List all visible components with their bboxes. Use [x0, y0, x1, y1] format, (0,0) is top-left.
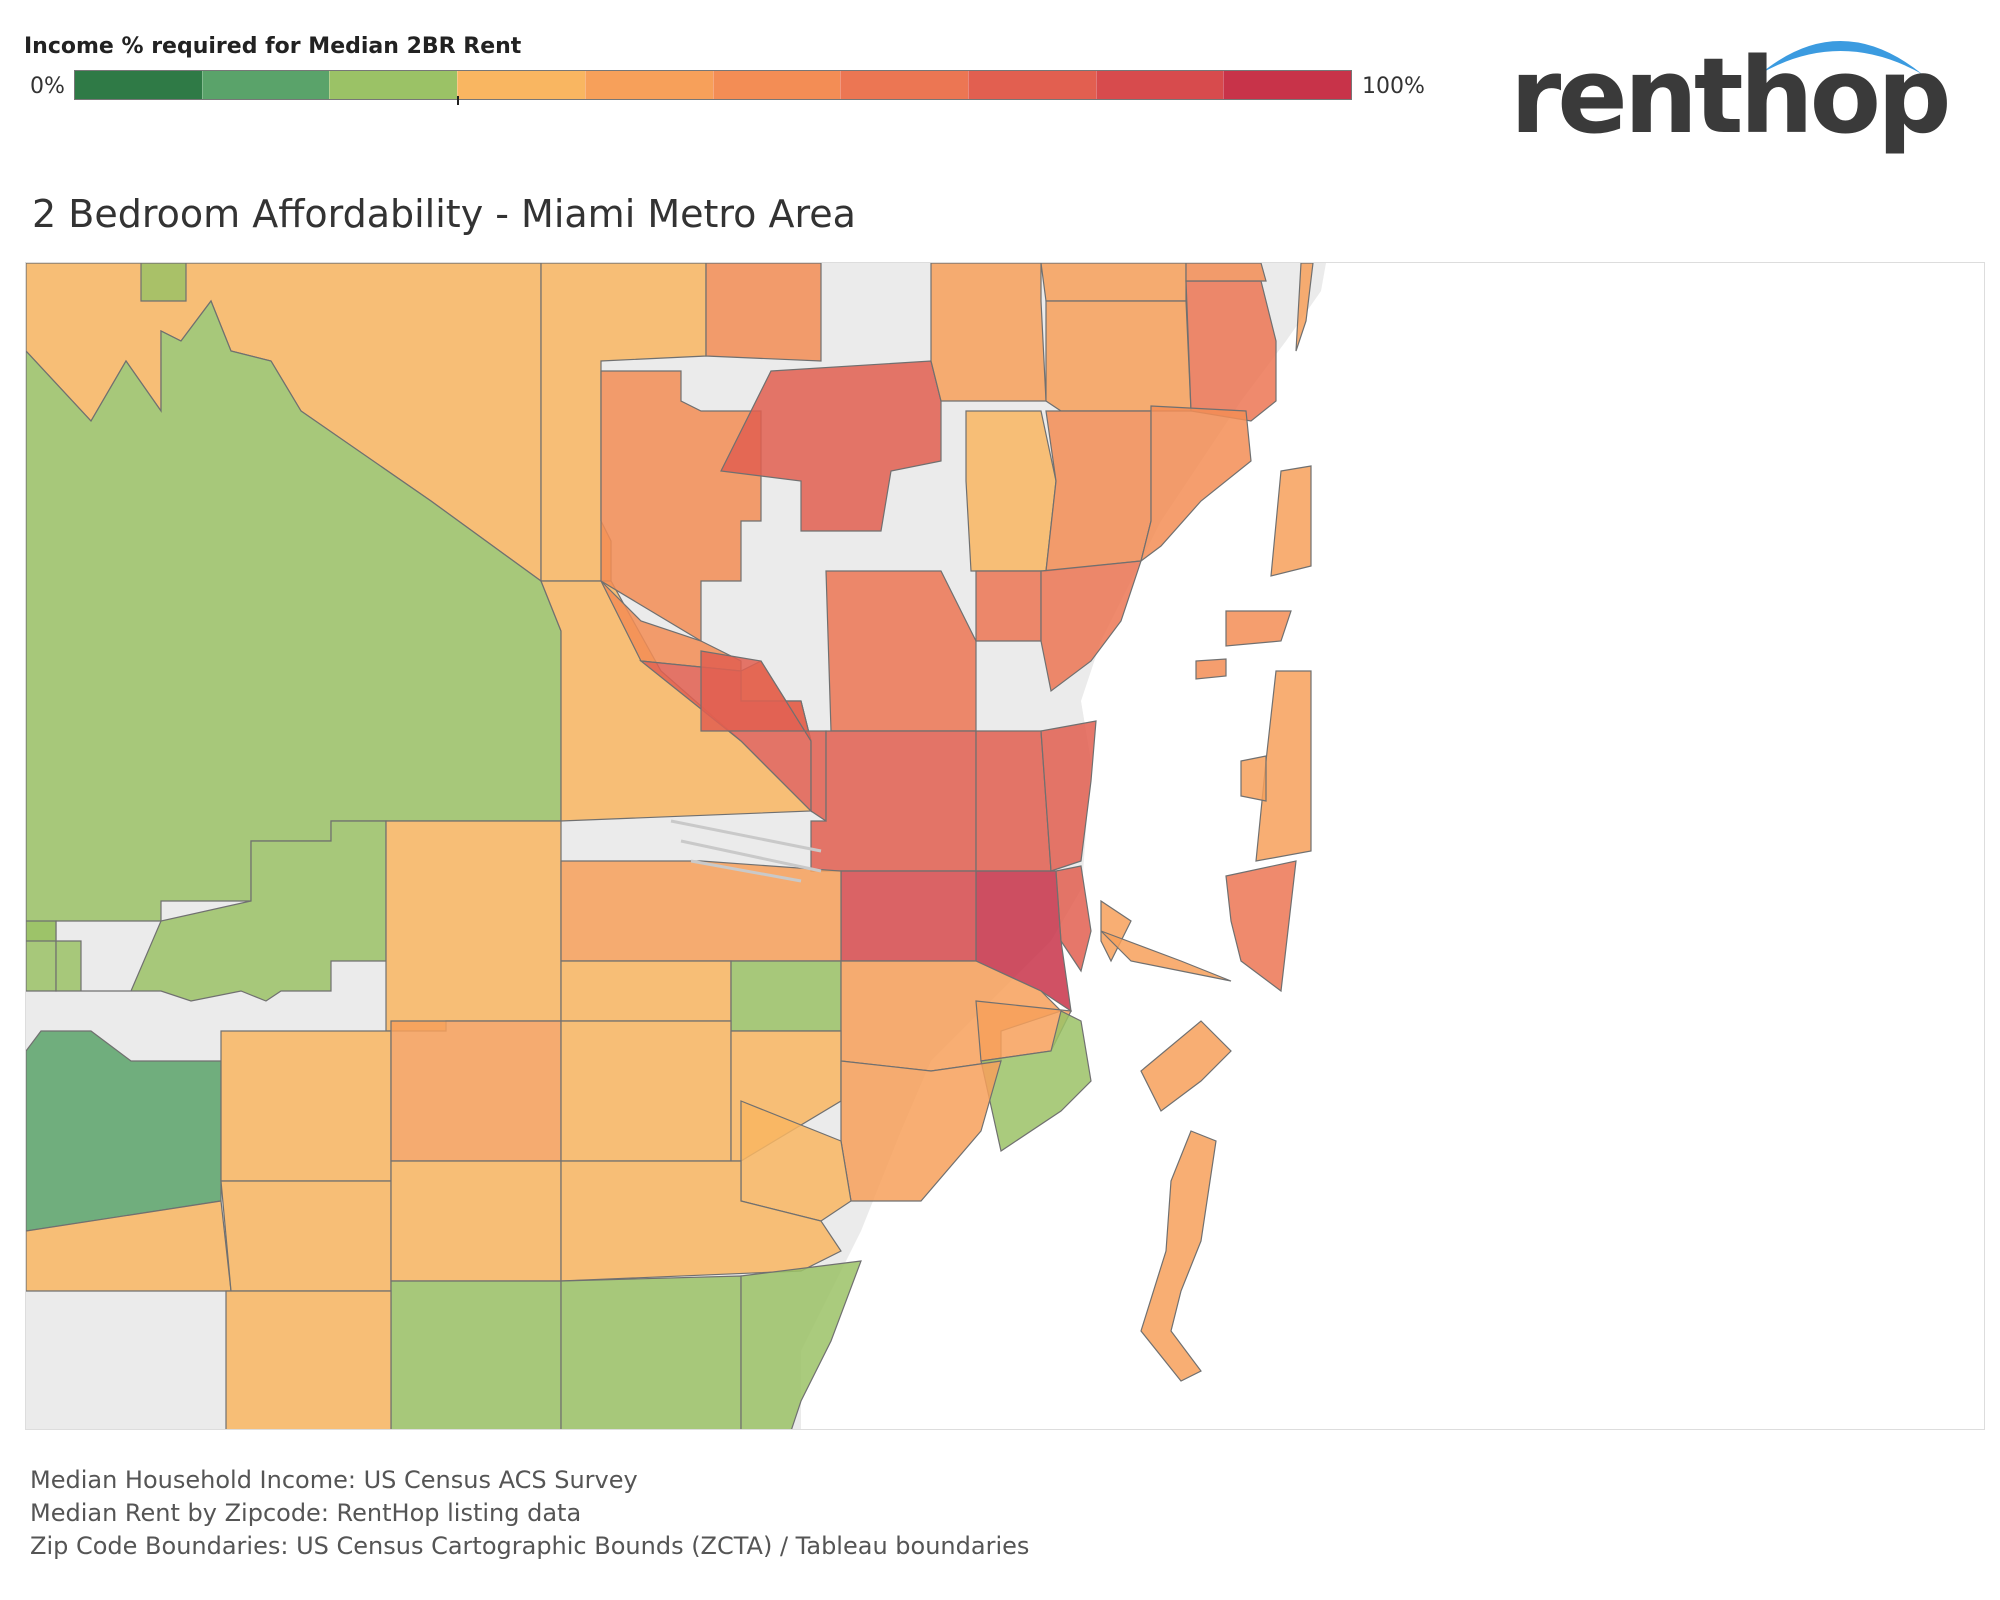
zip-region[interactable]: [26, 820, 387, 1002]
legend-tick: [457, 96, 459, 105]
zip-region[interactable]: [560, 860, 842, 962]
zip-region[interactable]: [705, 263, 822, 362]
source-line: Median Household Income: US Census ACS S…: [30, 1466, 638, 1494]
logo-arc-icon: [1760, 41, 1922, 74]
zip-region[interactable]: [390, 1160, 562, 1282]
zip-region[interactable]: [1140, 405, 1252, 563]
zip-region[interactable]: [560, 960, 732, 1022]
zip-region[interactable]: [1045, 410, 1152, 572]
zip-region[interactable]: [965, 410, 1057, 572]
source-line: Median Rent by Zipcode: RentHop listing …: [30, 1499, 582, 1527]
zip-region[interactable]: [390, 1020, 562, 1162]
legend-step: [75, 71, 202, 99]
zip-region[interactable]: [1185, 280, 1277, 422]
biscayne-bay-water: [861, 321, 1311, 1429]
zip-region[interactable]: [700, 650, 827, 823]
zip-region[interactable]: [1255, 670, 1312, 862]
zip-region[interactable]: [225, 1290, 392, 1429]
zip-region[interactable]: [1185, 263, 1267, 282]
zip-region[interactable]: [1040, 720, 1097, 872]
zip-region[interactable]: [1225, 860, 1297, 993]
zip-region[interactable]: [810, 730, 977, 872]
zip-region[interactable]: [1045, 300, 1192, 412]
zip-region[interactable]: [1140, 1130, 1217, 1382]
zip-region[interactable]: [1100, 930, 1232, 982]
zip-region[interactable]: [1040, 560, 1142, 693]
legend-step: [1223, 71, 1352, 99]
zip-region[interactable]: [390, 1280, 562, 1429]
legend-step: [457, 71, 585, 99]
zip-region[interactable]: [220, 1180, 392, 1292]
zip-region[interactable]: [1225, 610, 1292, 647]
zip-region[interactable]: [825, 570, 977, 732]
zip-region[interactable]: [1195, 658, 1227, 680]
legend-title: Income % required for Median 2BR Rent: [24, 34, 522, 59]
legend-step: [201, 71, 330, 99]
legend-step: [584, 71, 713, 99]
legend-color-ramp: [74, 70, 1352, 100]
legend-step: [329, 71, 458, 99]
zip-region[interactable]: [975, 730, 1052, 872]
airport-runway: [690, 859, 802, 883]
zip-region[interactable]: [930, 263, 1047, 402]
source-line: Zip Code Boundaries: US Census Cartograp…: [30, 1532, 1030, 1560]
renthop-logo: renthop: [1510, 22, 1952, 162]
legend-step: [1095, 71, 1224, 99]
airport-runway: [680, 839, 822, 873]
legend-min-label: 0%: [30, 74, 65, 99]
zip-region[interactable]: [740, 1260, 862, 1429]
airport-runway: [670, 819, 822, 853]
zip-region[interactable]: [980, 1010, 1092, 1152]
zip-region[interactable]: [26, 1030, 222, 1232]
zip-region[interactable]: [1055, 865, 1092, 973]
legend-step: [840, 71, 968, 99]
zip-region[interactable]: [1295, 263, 1314, 352]
page-title: 2 Bedroom Affordability - Miami Metro Ar…: [32, 192, 856, 236]
zip-region[interactable]: [385, 820, 562, 1032]
zip-region[interactable]: [140, 263, 187, 302]
zip-region[interactable]: [1240, 755, 1267, 802]
zip-region[interactable]: [975, 570, 1042, 642]
legend-step: [967, 71, 1096, 99]
logo-wordmark: renthop: [1510, 35, 1952, 157]
sources-footnote: Median Household Income: US Census ACS S…: [30, 1464, 1029, 1563]
choropleth-map[interactable]: [26, 263, 1984, 1429]
zip-region[interactable]: [560, 1275, 742, 1429]
zip-region[interactable]: [1270, 465, 1312, 577]
zip-region[interactable]: [1040, 263, 1187, 302]
zip-region[interactable]: [730, 960, 842, 1032]
zip-region[interactable]: [1100, 899, 1132, 963]
zip-region[interactable]: [560, 1020, 732, 1162]
legend-max-label: 100%: [1362, 74, 1425, 99]
map-frame[interactable]: [25, 262, 1985, 1430]
zip-region[interactable]: [840, 870, 977, 962]
zip-region[interactable]: [1140, 1020, 1232, 1112]
zip-region[interactable]: [220, 1030, 392, 1182]
legend-step: [712, 71, 841, 99]
